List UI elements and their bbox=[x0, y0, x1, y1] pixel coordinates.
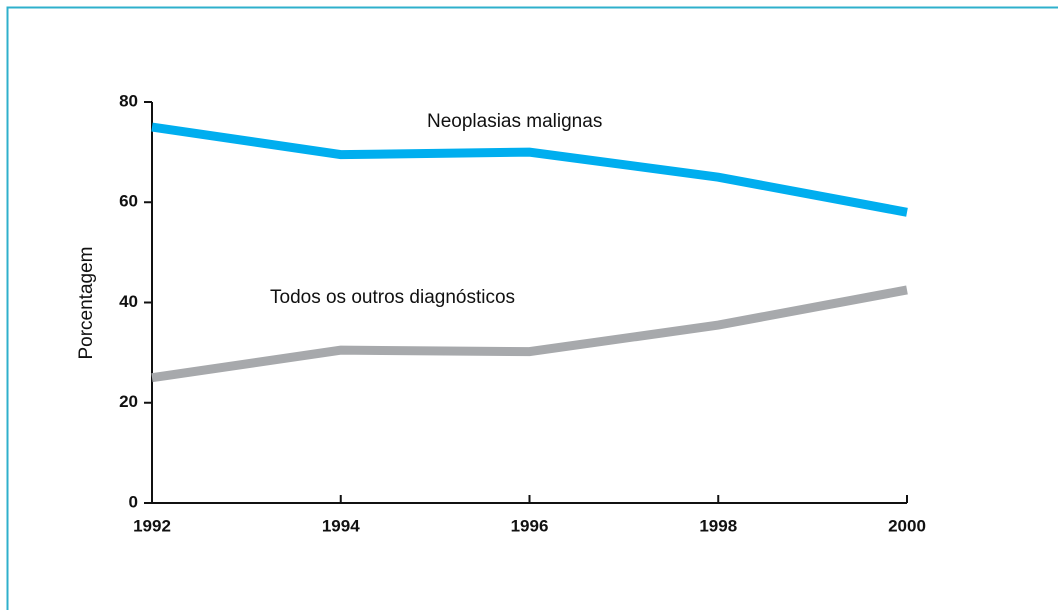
y-tick-label: 40 bbox=[119, 292, 138, 311]
series-line bbox=[151, 285, 908, 383]
x-tick-label: 1992 bbox=[133, 516, 171, 535]
frame bbox=[6, 6, 1058, 610]
x-tick-label: 1996 bbox=[511, 516, 549, 535]
series-line bbox=[151, 122, 908, 217]
x-tick-label: 1998 bbox=[699, 516, 737, 535]
series-label: Todos os outros diagnósticos bbox=[270, 287, 515, 308]
y-tick-label: 60 bbox=[119, 192, 138, 211]
y-axis-label: Porcentagem bbox=[76, 246, 97, 359]
y-tick-label: 80 bbox=[119, 91, 138, 110]
x-tick-label: 1994 bbox=[322, 516, 360, 535]
series-label: Neoplasias malignas bbox=[427, 111, 602, 132]
x-tick-label: 2000 bbox=[888, 516, 926, 535]
y-tick-label: 0 bbox=[129, 492, 138, 511]
y-tick-label: 20 bbox=[119, 392, 138, 411]
